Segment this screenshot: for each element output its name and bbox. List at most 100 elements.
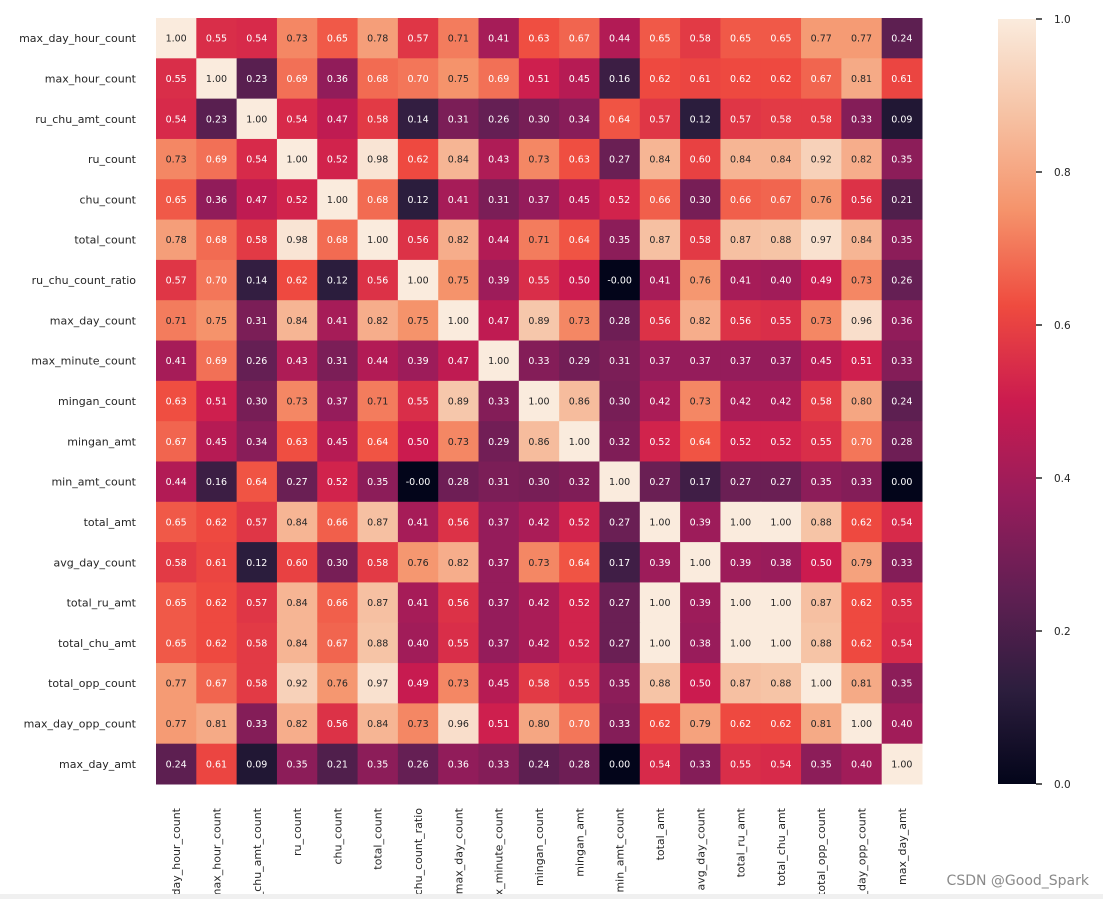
heatmap-cell: [559, 421, 600, 462]
heatmap-cell: [881, 582, 923, 624]
heatmap-cell: [680, 743, 721, 785]
cell-value-label: 0.41: [448, 195, 469, 206]
cell-value-label: 0.65: [166, 638, 187, 649]
bottom-strip: [0, 894, 1103, 899]
heatmap-cell: [841, 138, 883, 180]
heatmap-cell: [518, 421, 560, 462]
cell-value-label: 1.00: [770, 598, 791, 609]
heatmap-cell: [518, 58, 560, 100]
cell-value-label: 1.00: [649, 598, 670, 609]
heatmap-cell: [599, 138, 641, 180]
cell-value-label: 0.42: [528, 598, 549, 609]
cell-value-label: 0.58: [166, 558, 187, 569]
cell-value-label: 0.31: [448, 114, 469, 125]
cell-value-label: 0.56: [367, 276, 388, 287]
heatmap-cell: [518, 138, 560, 180]
cell-value-label: 0.71: [166, 316, 187, 327]
heatmap-cell: [760, 461, 802, 503]
heatmap-cell: [841, 259, 883, 301]
cell-value-label: 0.30: [690, 195, 711, 206]
cell-value-label: 0.60: [690, 155, 711, 166]
cell-value-label: 1.00: [730, 638, 751, 649]
heatmap-cell: [639, 300, 681, 342]
x-tick-label: total_count: [372, 807, 385, 869]
heatmap-cell: [317, 461, 359, 503]
heatmap-cell: [478, 663, 520, 704]
heatmap-cell: [680, 138, 721, 180]
cell-value-label: 0.47: [488, 316, 509, 327]
heatmap-cell: [276, 300, 318, 342]
heatmap-cell: [317, 380, 359, 422]
cell-value-label: 0.73: [569, 316, 590, 327]
cell-value-label: 0.75: [448, 276, 469, 287]
heatmap-cell: [599, 58, 641, 100]
cell-value-label: 0.31: [246, 316, 267, 327]
cell-value-label: 0.12: [690, 114, 711, 125]
cell-value-label: 0.82: [448, 558, 469, 569]
heatmap-cell: [357, 300, 399, 342]
heatmap-cell: [518, 582, 560, 624]
heatmap-cell: [881, 501, 923, 543]
heatmap-cell: [599, 703, 641, 745]
heatmap-cell: [478, 582, 520, 624]
heatmap-cell: [881, 421, 923, 462]
cell-value-label: 1.00: [770, 517, 791, 528]
cell-value-label: 0.35: [609, 235, 630, 246]
heatmap-cell: [599, 179, 641, 221]
x-tick-label: total_ru_amt: [735, 807, 748, 877]
cell-value-label: 0.35: [287, 759, 308, 770]
cell-value-label: 0.81: [206, 719, 227, 730]
cell-value-label: 0.73: [528, 155, 549, 166]
cell-value-label: 0.81: [811, 719, 832, 730]
heatmap-cell: [156, 501, 197, 543]
heatmap-cell: [438, 138, 480, 180]
heatmap-cell: [639, 461, 681, 503]
heatmap-cell: [881, 259, 923, 301]
heatmap-cell: [317, 300, 359, 342]
cell-value-label: 0.33: [891, 356, 912, 367]
heatmap-cell: [801, 622, 842, 664]
y-tick-label: avg_day_count: [54, 556, 137, 569]
cell-value-label: 0.56: [851, 195, 872, 206]
cell-value-label: 0.30: [246, 397, 267, 408]
heatmap-cell: [559, 18, 600, 59]
cell-value-label: 0.30: [528, 114, 549, 125]
cell-value-label: 0.75: [448, 74, 469, 85]
cell-value-label: 0.64: [690, 437, 711, 448]
cell-value-label: 0.69: [488, 74, 509, 85]
cell-value-label: 0.58: [690, 34, 711, 45]
heatmap-cell: [478, 340, 520, 382]
heatmap-cell: [760, 138, 802, 180]
cell-value-label: 0.55: [528, 276, 549, 287]
cell-value-label: 0.86: [569, 397, 590, 408]
cell-value-label: -0.00: [607, 276, 632, 287]
heatmap-cell: [156, 259, 197, 301]
cell-value-label: 0.57: [166, 276, 187, 287]
cell-value-label: 0.55: [891, 598, 912, 609]
cell-value-label: 0.61: [690, 74, 711, 85]
heatmap-cell: [317, 179, 359, 221]
cell-value-label: 0.62: [730, 719, 751, 730]
heatmap-cell: [518, 380, 560, 422]
heatmap-cell: [236, 219, 278, 261]
heatmap-cell: [841, 501, 883, 543]
heatmap-cell: [317, 582, 359, 624]
x-tick-label: mingan_amt: [573, 807, 586, 876]
heatmap-cell: [438, 98, 480, 140]
cell-value-label: 0.47: [246, 195, 267, 206]
cell-value-label: 0.54: [770, 759, 791, 770]
heatmap-cell: [760, 421, 802, 462]
x-tick-label: mingan_count: [533, 807, 546, 886]
cell-value-label: 1.00: [448, 316, 469, 327]
heatmap-cell: [881, 703, 923, 745]
heatmap-cell: [236, 542, 278, 583]
cell-value-label: 0.12: [407, 195, 428, 206]
cell-value-label: 0.73: [528, 558, 549, 569]
heatmap-cell: [156, 542, 197, 583]
cell-value-label: 0.29: [569, 356, 590, 367]
colorbar-tick-label: 0.8: [1054, 167, 1071, 179]
cell-value-label: 0.41: [407, 517, 428, 528]
heatmap-cell: [559, 743, 600, 785]
heatmap-cell: [156, 703, 197, 745]
cell-value-label: 0.54: [891, 517, 912, 528]
